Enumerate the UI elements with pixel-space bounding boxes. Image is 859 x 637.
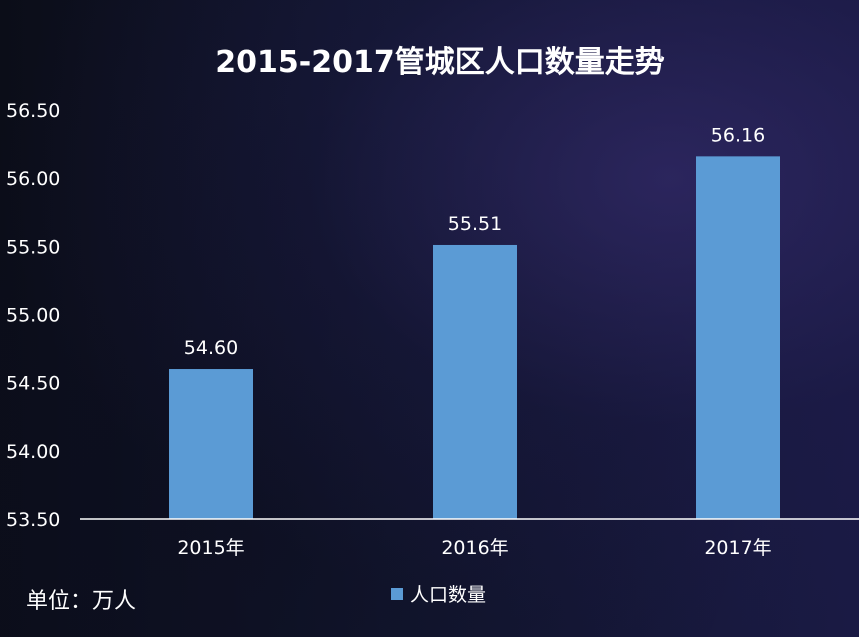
x-tick-label: 2016年 (441, 537, 508, 559)
data-label: 56.16 (711, 124, 765, 146)
bar (169, 369, 253, 519)
legend-swatch (391, 588, 403, 600)
data-label: 54.60 (184, 337, 238, 359)
y-tick-label: 56.50 (6, 100, 60, 122)
y-axis-ticks: 53.50 54.00 54.50 55.00 55.50 56.00 56.50 (6, 100, 60, 531)
bar (696, 156, 780, 519)
x-tick-label: 2015年 (177, 537, 244, 559)
legend-label: 人口数量 (410, 584, 486, 606)
y-tick-label: 56.00 (6, 168, 60, 190)
x-tick-label: 2017年 (704, 537, 771, 559)
y-tick-label: 54.50 (6, 373, 60, 395)
bar (433, 244, 517, 519)
y-tick-label: 53.50 (6, 509, 60, 531)
y-tick-label: 55.00 (6, 305, 60, 327)
x-axis-labels: 2015年 2016年 2017年 (177, 537, 771, 559)
legend: 人口数量 (391, 584, 486, 606)
unit-label: 单位：万人 (26, 589, 136, 614)
bars (169, 156, 780, 519)
data-label: 55.51 (448, 213, 502, 235)
y-tick-label: 55.50 (6, 236, 60, 258)
data-labels: 54.60 55.51 56.16 (184, 124, 765, 359)
y-tick-label: 54.00 (6, 441, 60, 463)
chart-title: 2015-2017管城区人口数量走势 (215, 45, 664, 80)
